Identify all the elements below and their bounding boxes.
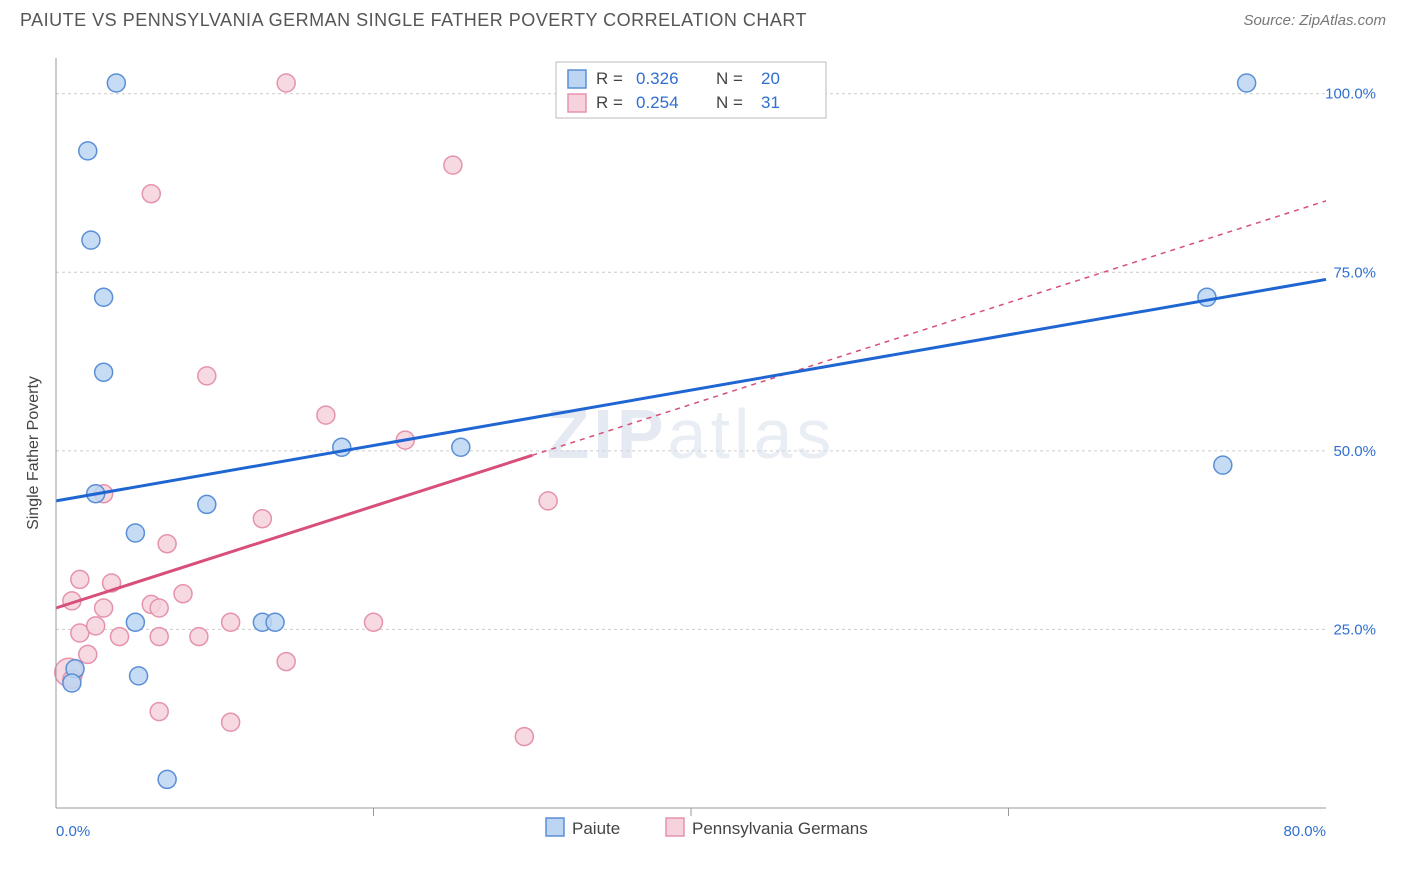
x-tick-label: 0.0% <box>56 823 90 840</box>
penn-german-point <box>174 585 192 603</box>
paiute-point <box>82 231 100 249</box>
legend-r-value: 0.254 <box>636 93 679 112</box>
penn-german-point <box>142 185 160 203</box>
penn-german-point <box>198 367 216 385</box>
legend-label: Pennsylvania Germans <box>692 819 868 838</box>
paiute-point <box>95 363 113 381</box>
penn-german-point <box>444 156 462 174</box>
legend-swatch <box>666 818 684 836</box>
chart-area: Single Father Poverty ZIPatlas0.0%80.0%2… <box>46 48 1386 858</box>
penn-german-point <box>222 713 240 731</box>
penn-german-point <box>253 510 271 528</box>
penn-german-point <box>190 628 208 646</box>
legend-n-value: 31 <box>761 93 780 112</box>
legend-r-value: 0.326 <box>636 69 679 88</box>
penn-german-point <box>365 613 383 631</box>
series-legend: Paiute Pennsylvania Germans <box>546 818 868 838</box>
paiute-point <box>198 495 216 513</box>
y-tick-label: 100.0% <box>1325 86 1376 103</box>
paiute-point <box>63 674 81 692</box>
penn-german-point <box>87 617 105 635</box>
penn-german-point <box>95 599 113 617</box>
paiute-point <box>158 770 176 788</box>
penn-german-points <box>55 74 557 746</box>
chart-source: Source: ZipAtlas.com <box>1243 12 1386 29</box>
paiute-point <box>1198 288 1216 306</box>
legend-n-label: N = <box>716 93 743 112</box>
penn-german-point <box>158 535 176 553</box>
paiute-point <box>126 524 144 542</box>
y-tick-label: 50.0% <box>1333 443 1376 460</box>
penn-german-point <box>150 703 168 721</box>
chart-title: PAIUTE VS PENNSYLVANIA GERMAN SINGLE FAT… <box>20 10 807 31</box>
legend-swatch <box>546 818 564 836</box>
legend-swatch <box>568 70 586 88</box>
penn-german-point <box>277 74 295 92</box>
y-tick-label: 25.0% <box>1333 621 1376 638</box>
penn-german-point <box>150 628 168 646</box>
gridlines <box>56 94 1326 630</box>
penn-german-point <box>277 653 295 671</box>
penn-german-point <box>515 728 533 746</box>
paiute-point <box>95 288 113 306</box>
penn-german-point <box>111 628 129 646</box>
x-tick-label: 80.0% <box>1283 823 1326 840</box>
paiute-point <box>1214 456 1232 474</box>
legend-label: Paiute <box>572 819 620 838</box>
penn-german-point <box>150 599 168 617</box>
chart-header: PAIUTE VS PENNSYLVANIA GERMAN SINGLE FAT… <box>0 0 1406 37</box>
penn-german-point <box>539 492 557 510</box>
legend-n-value: 20 <box>761 69 780 88</box>
penn-german-regression-line-dashed <box>532 201 1326 455</box>
paiute-point <box>1238 74 1256 92</box>
paiute-point <box>452 438 470 456</box>
y-axis-label: Single Father Poverty <box>25 376 43 530</box>
paiute-point <box>107 74 125 92</box>
legend-r-label: R = <box>596 69 623 88</box>
scatter-chart-svg: ZIPatlas0.0%80.0%25.0%50.0%75.0%100.0%R … <box>46 48 1386 858</box>
legend-n-label: N = <box>716 69 743 88</box>
penn-german-point <box>222 613 240 631</box>
penn-german-point <box>71 570 89 588</box>
legend-swatch <box>568 94 586 112</box>
paiute-point <box>130 667 148 685</box>
paiute-point <box>126 613 144 631</box>
penn-german-point <box>79 645 97 663</box>
paiute-point <box>79 142 97 160</box>
legend-r-label: R = <box>596 93 623 112</box>
penn-german-point <box>317 406 335 424</box>
y-tick-label: 75.0% <box>1333 264 1376 281</box>
paiute-point <box>266 613 284 631</box>
